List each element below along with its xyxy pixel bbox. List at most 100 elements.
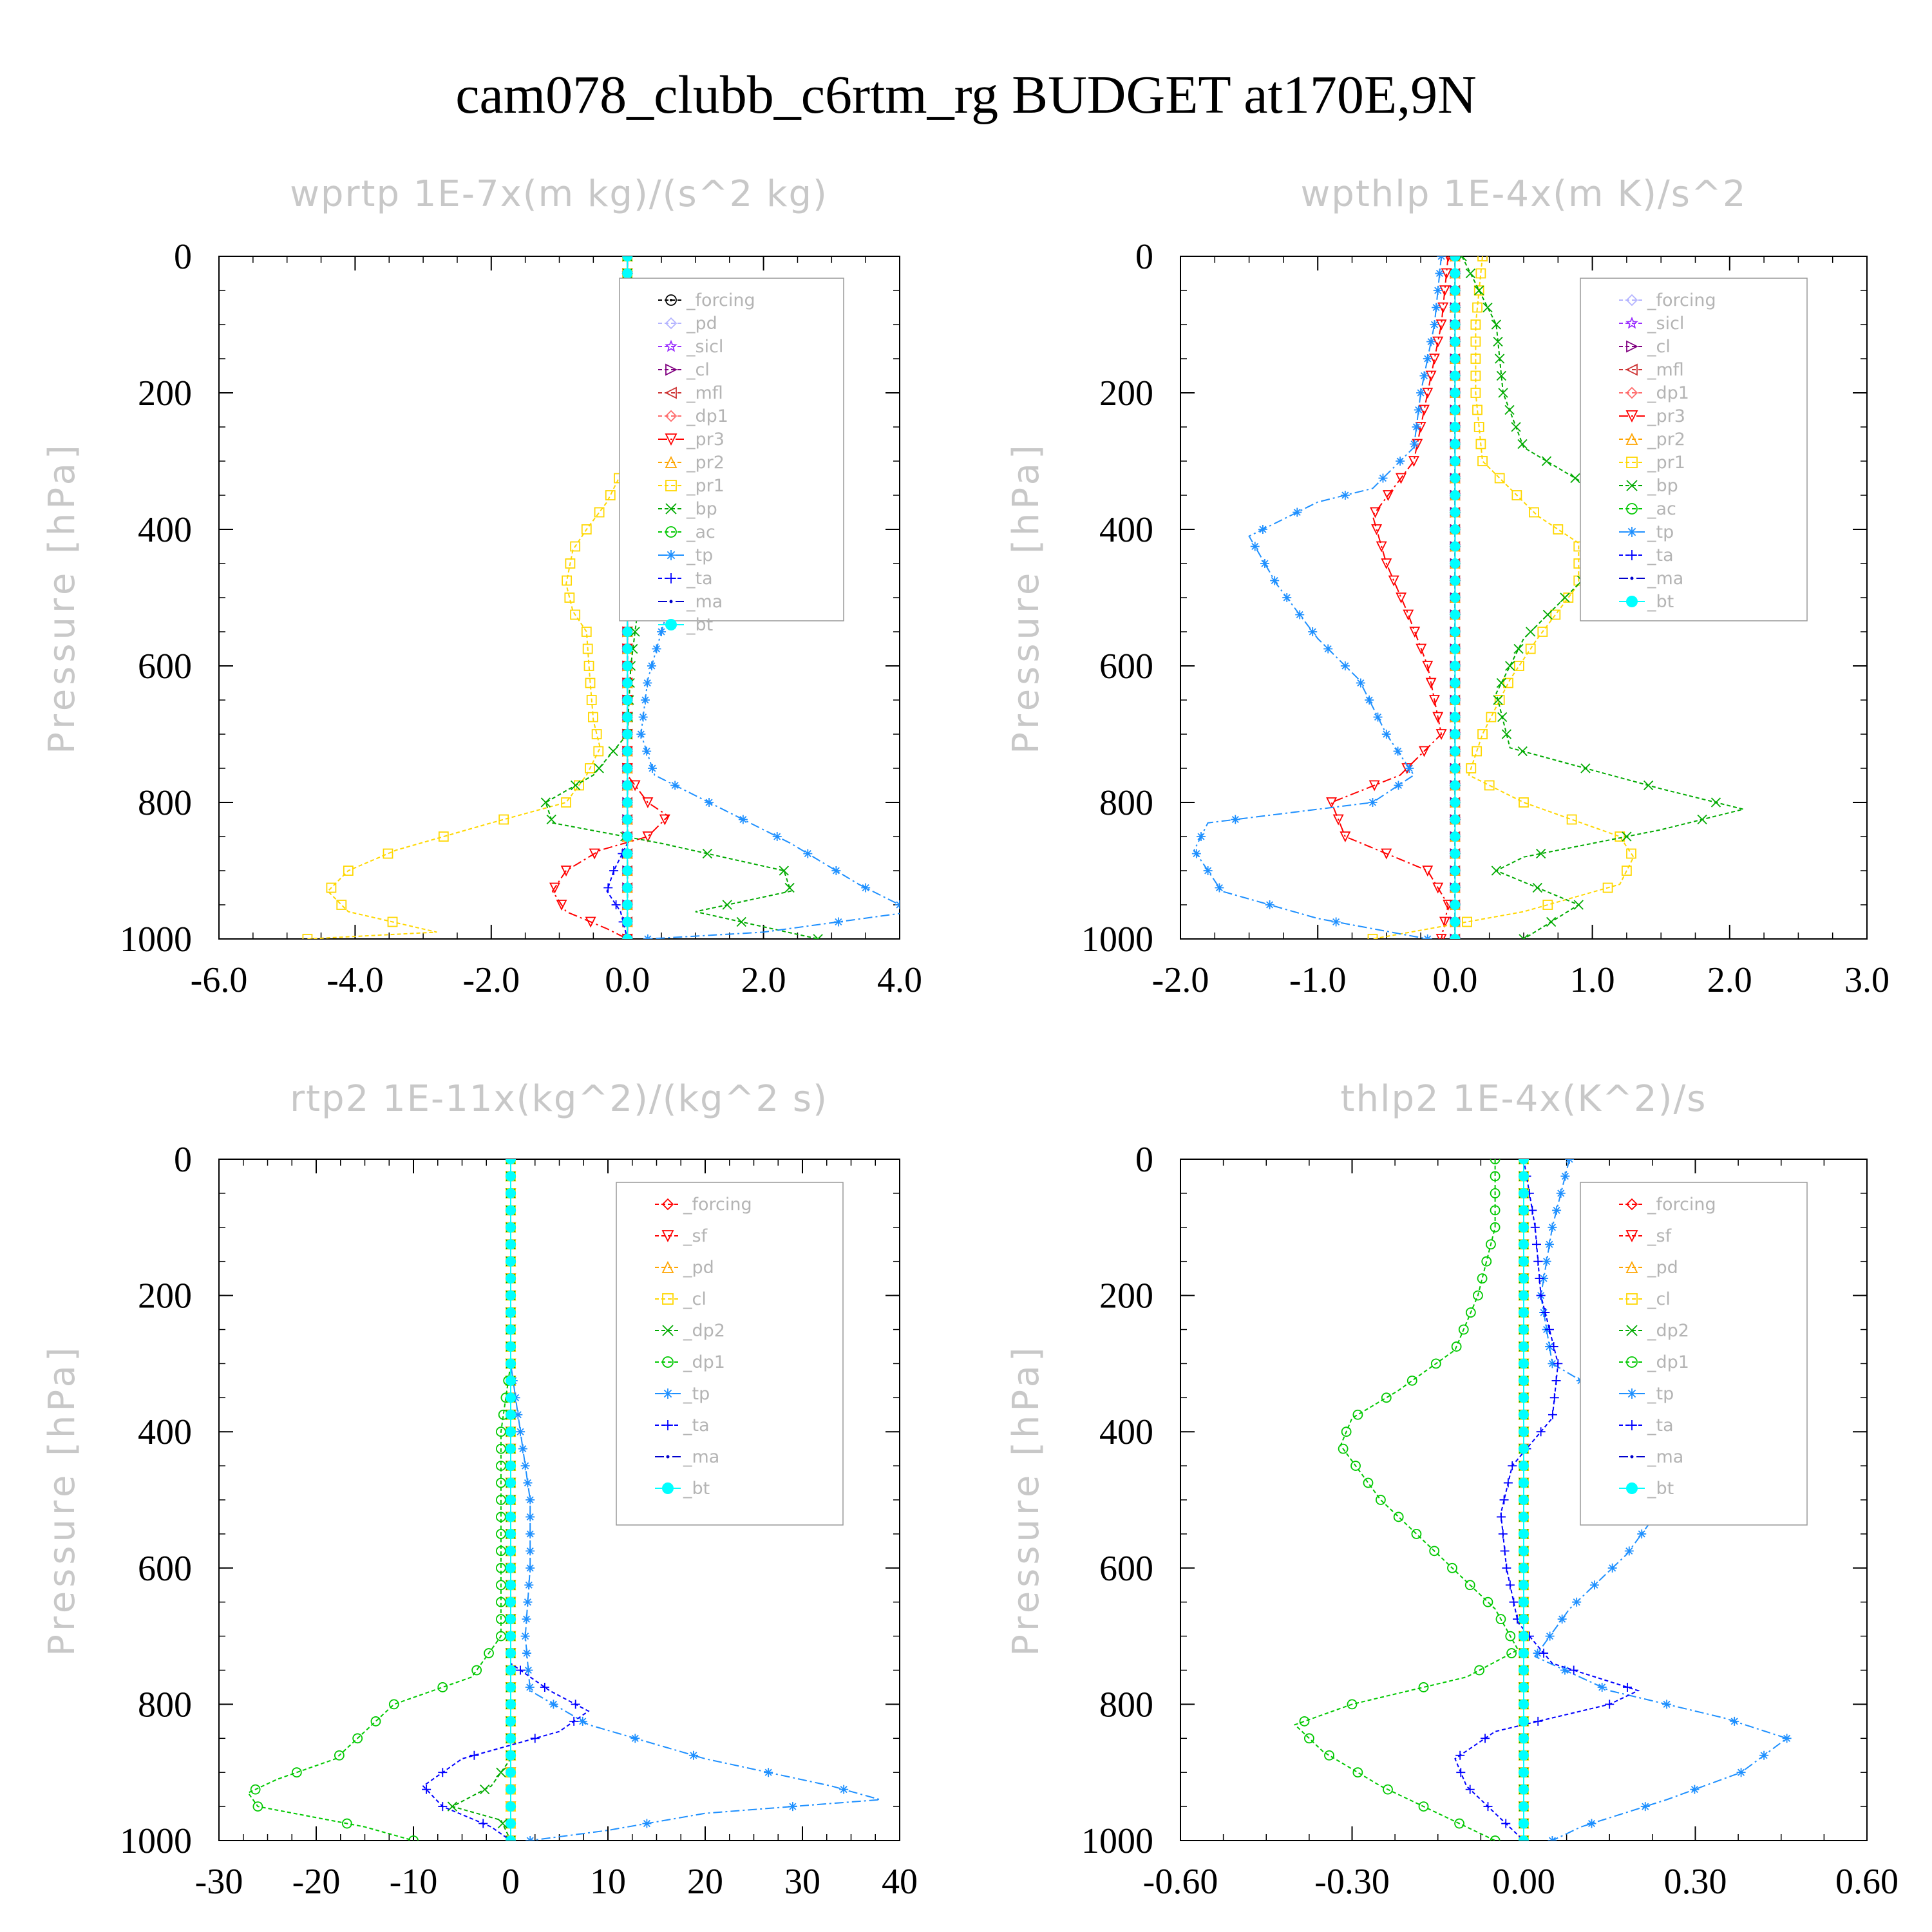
marker-shape (1544, 1240, 1554, 1249)
legend-label: _ma (683, 1447, 719, 1467)
marker-shape (622, 797, 633, 808)
marker-shape (642, 746, 652, 756)
data-point (831, 866, 841, 875)
data-point (1450, 848, 1461, 859)
marker-shape (662, 1325, 674, 1336)
data-point (1450, 285, 1461, 296)
data-point (1519, 1495, 1529, 1505)
legend-item: _ta (1619, 545, 1674, 565)
legend-label: _tp (1647, 1384, 1674, 1404)
marker-shape (1472, 746, 1482, 757)
data-point (352, 1733, 363, 1744)
marker-shape (1425, 370, 1437, 382)
data-point (1580, 763, 1591, 773)
marker-shape (388, 1699, 399, 1710)
marker-shape (1535, 1274, 1544, 1283)
panel-thlp2: thlp2 1E-4x(K^2)/s Pressure [hPa] -0.60 -… (1005, 1078, 1899, 1902)
data-point (1450, 746, 1461, 757)
marker-shape (1450, 916, 1461, 927)
legend-marker (663, 1420, 673, 1430)
y-axis-label: Pressure [hPa] (1005, 441, 1047, 754)
legend-marker (1630, 1455, 1634, 1459)
data-point (1730, 1716, 1739, 1726)
marker-shape (1393, 1511, 1404, 1522)
marker-shape (1505, 1580, 1515, 1590)
legend-label: _tp (1647, 522, 1674, 542)
legend-item: _bt (655, 1479, 710, 1499)
x-tick-label: 2.0 (1707, 960, 1752, 1000)
data-point (1367, 934, 1378, 939)
y-tick-label: 200 (138, 1276, 192, 1316)
legend-label: _tp (683, 1384, 710, 1404)
data-point (1405, 764, 1414, 773)
data-point (642, 1819, 652, 1828)
marker-shape (343, 866, 354, 876)
marker-shape (622, 882, 633, 893)
legend-label: _dp2 (1647, 1321, 1689, 1341)
marker-shape (1570, 473, 1580, 484)
marker-shape (1759, 1750, 1769, 1760)
data-point (370, 1716, 381, 1727)
legend-label: _ma (1647, 569, 1683, 589)
data-point (1551, 1376, 1561, 1385)
marker-shape (520, 1461, 530, 1471)
data-point (784, 882, 795, 893)
series-dp1 (1293, 1159, 1519, 1841)
marker-shape (1411, 1528, 1422, 1539)
data-point (1505, 1631, 1516, 1642)
data-point (1519, 1409, 1529, 1420)
data-point (252, 1801, 263, 1812)
marker-shape (506, 1801, 516, 1812)
data-point (1450, 558, 1461, 569)
marker-shape (586, 695, 597, 705)
marker-shape (1519, 1562, 1529, 1573)
data-point (839, 1785, 849, 1794)
data-point (1490, 1222, 1501, 1233)
data-point (1519, 934, 1529, 939)
x-tick-label: -0.30 (1314, 1862, 1390, 1902)
marker-shape (1519, 1256, 1529, 1267)
marker-shape (1454, 1818, 1464, 1829)
marker-shape (705, 798, 714, 807)
data-point (1465, 1307, 1476, 1318)
marker-shape (1573, 900, 1584, 910)
marker-shape (638, 712, 648, 722)
data-point (1475, 268, 1486, 279)
figure-title: cam078_clubb_c6rtm_rg BUDGET at170E,9N (455, 65, 1477, 125)
legend-marker (665, 503, 677, 515)
marker-shape (803, 849, 813, 858)
marker-shape (1484, 780, 1495, 791)
marker-shape (506, 1580, 516, 1591)
marker-shape (1519, 934, 1529, 939)
marker-shape (669, 600, 673, 603)
marker-shape (1553, 524, 1564, 535)
legend-marker (1626, 1482, 1638, 1494)
legend-item: _forcing (658, 290, 755, 310)
marker-shape (1258, 525, 1267, 534)
marker-shape (1560, 1171, 1570, 1181)
data-point (1450, 541, 1461, 552)
marker-shape (1490, 1205, 1501, 1216)
marker-shape (1569, 1665, 1578, 1675)
data-point (1473, 1290, 1483, 1301)
panel-title: thlp2 1E-4x(K^2)/s (1341, 1078, 1707, 1120)
data-point (1477, 729, 1488, 739)
marker-shape (1519, 1324, 1529, 1335)
marker-shape (1531, 1240, 1541, 1249)
marker-shape (647, 661, 656, 670)
marker-shape (1409, 627, 1421, 638)
data-point (1573, 900, 1584, 910)
data-point (630, 1734, 640, 1743)
marker-shape (1474, 285, 1484, 296)
marker-shape (564, 592, 575, 603)
marker-shape (1511, 422, 1521, 432)
data-point (1432, 882, 1444, 894)
data-point (496, 1511, 506, 1522)
x-tick-label: -6.0 (191, 960, 248, 1000)
data-point (622, 934, 633, 939)
data-point (506, 1159, 516, 1164)
legend: _forcing _pd _sicl _cl _mfl _dp1 _pr3 _pr2 _pr1 _… (619, 278, 844, 635)
data-point (1589, 1580, 1599, 1590)
plot-area (1191, 256, 1744, 939)
marker-shape (1626, 503, 1638, 515)
